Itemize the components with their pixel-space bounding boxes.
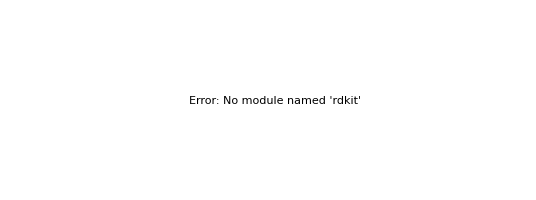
- Text: Error: No module named 'rdkit': Error: No module named 'rdkit': [189, 96, 361, 106]
